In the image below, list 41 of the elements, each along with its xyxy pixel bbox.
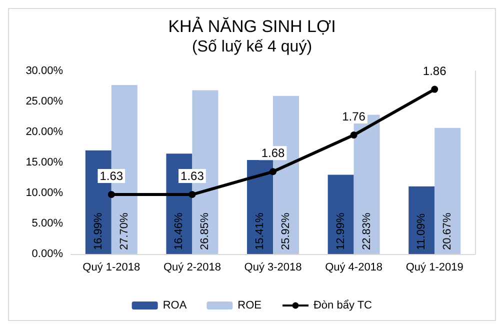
data-label: 1.63 [180,169,204,184]
y-tick-label: 10.00% [26,187,64,199]
data-label: 12.99% [334,212,347,250]
y-tick-label: 30.00% [26,65,64,77]
point [108,191,115,198]
y-tick-label: 0.00% [32,248,64,260]
data-label: 25.92% [280,212,292,250]
bar [434,128,461,254]
x-tick-label: Quý 3-2018 [244,262,302,274]
y-tick-label: 5.00% [32,218,64,230]
point [188,191,196,198]
bar [408,186,435,254]
x-tick-label: Quý 4-2018 [325,262,383,274]
bar [247,160,273,254]
data-label: 16.99% [92,212,104,250]
bar [328,174,354,254]
data-label: 11.09% [416,213,428,250]
data-label: 15.41% [254,212,266,250]
y-tick-label: 15.00% [26,156,64,168]
legend-label: ROE [238,300,262,312]
data-label: 1.68 [261,146,285,160]
legend-label: ROA [162,300,188,312]
data-label: 16.46% [173,212,186,250]
x-tick-label: Quý 2-2018 [163,262,221,274]
y-tick-label: 20.00% [26,126,64,138]
point [431,86,438,93]
data-label: 26.85% [199,212,212,250]
data-label: 20.67% [442,212,454,250]
chart-title: KHẢ NĂNG SINH LỢI [168,16,336,36]
data-label: 27.70% [118,212,130,250]
data-label: 22.83% [360,212,373,250]
point [350,132,358,139]
x-tick-label: Quý 1-2019 [406,262,464,274]
data-label: 1.76 [342,110,366,124]
x-tick-label: Quý 1-2018 [82,262,140,274]
data-label: 1.86 [422,64,447,78]
y-tick-label: 25.00% [26,96,64,108]
point [270,168,276,176]
legend-label: Đòn bẩy TC [313,300,372,312]
data-label: 1.63 [100,169,124,184]
chart-subtitle: (Số luỹ kế 4 quý) [192,38,312,56]
